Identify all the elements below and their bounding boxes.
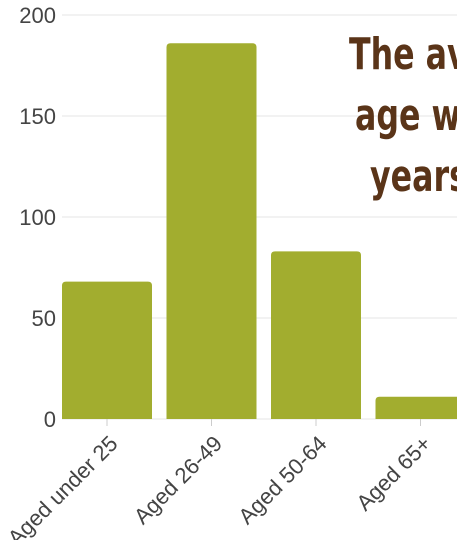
x-tick-label: Aged 65+ [351, 431, 436, 516]
annotation: The av age w years [349, 29, 457, 203]
bar[interactable] [375, 396, 457, 419]
y-axis-ticks: 0 50 100 150 200 [19, 3, 56, 432]
bars [62, 43, 457, 419]
annotation-line: The av [349, 29, 457, 81]
x-tick-label: Aged under 25 [3, 431, 123, 540]
annotation-line: years [370, 151, 457, 203]
bar[interactable] [166, 43, 257, 419]
y-tick-label: 0 [44, 407, 56, 432]
y-tick-label: 200 [19, 3, 56, 28]
annotation-line: age w [355, 90, 457, 142]
x-tick-label: Aged 26-49 [129, 431, 227, 529]
bar[interactable] [62, 281, 152, 419]
x-axis-ticks: Aged under 25 Aged 26-49 Aged 50-64 Aged 65… [3, 419, 436, 540]
y-tick-label: 50 [32, 306, 56, 331]
y-tick-label: 100 [19, 205, 56, 230]
bar[interactable] [271, 251, 361, 419]
x-tick-label: Aged 50-64 [233, 431, 331, 529]
y-tick-label: 150 [19, 104, 56, 129]
